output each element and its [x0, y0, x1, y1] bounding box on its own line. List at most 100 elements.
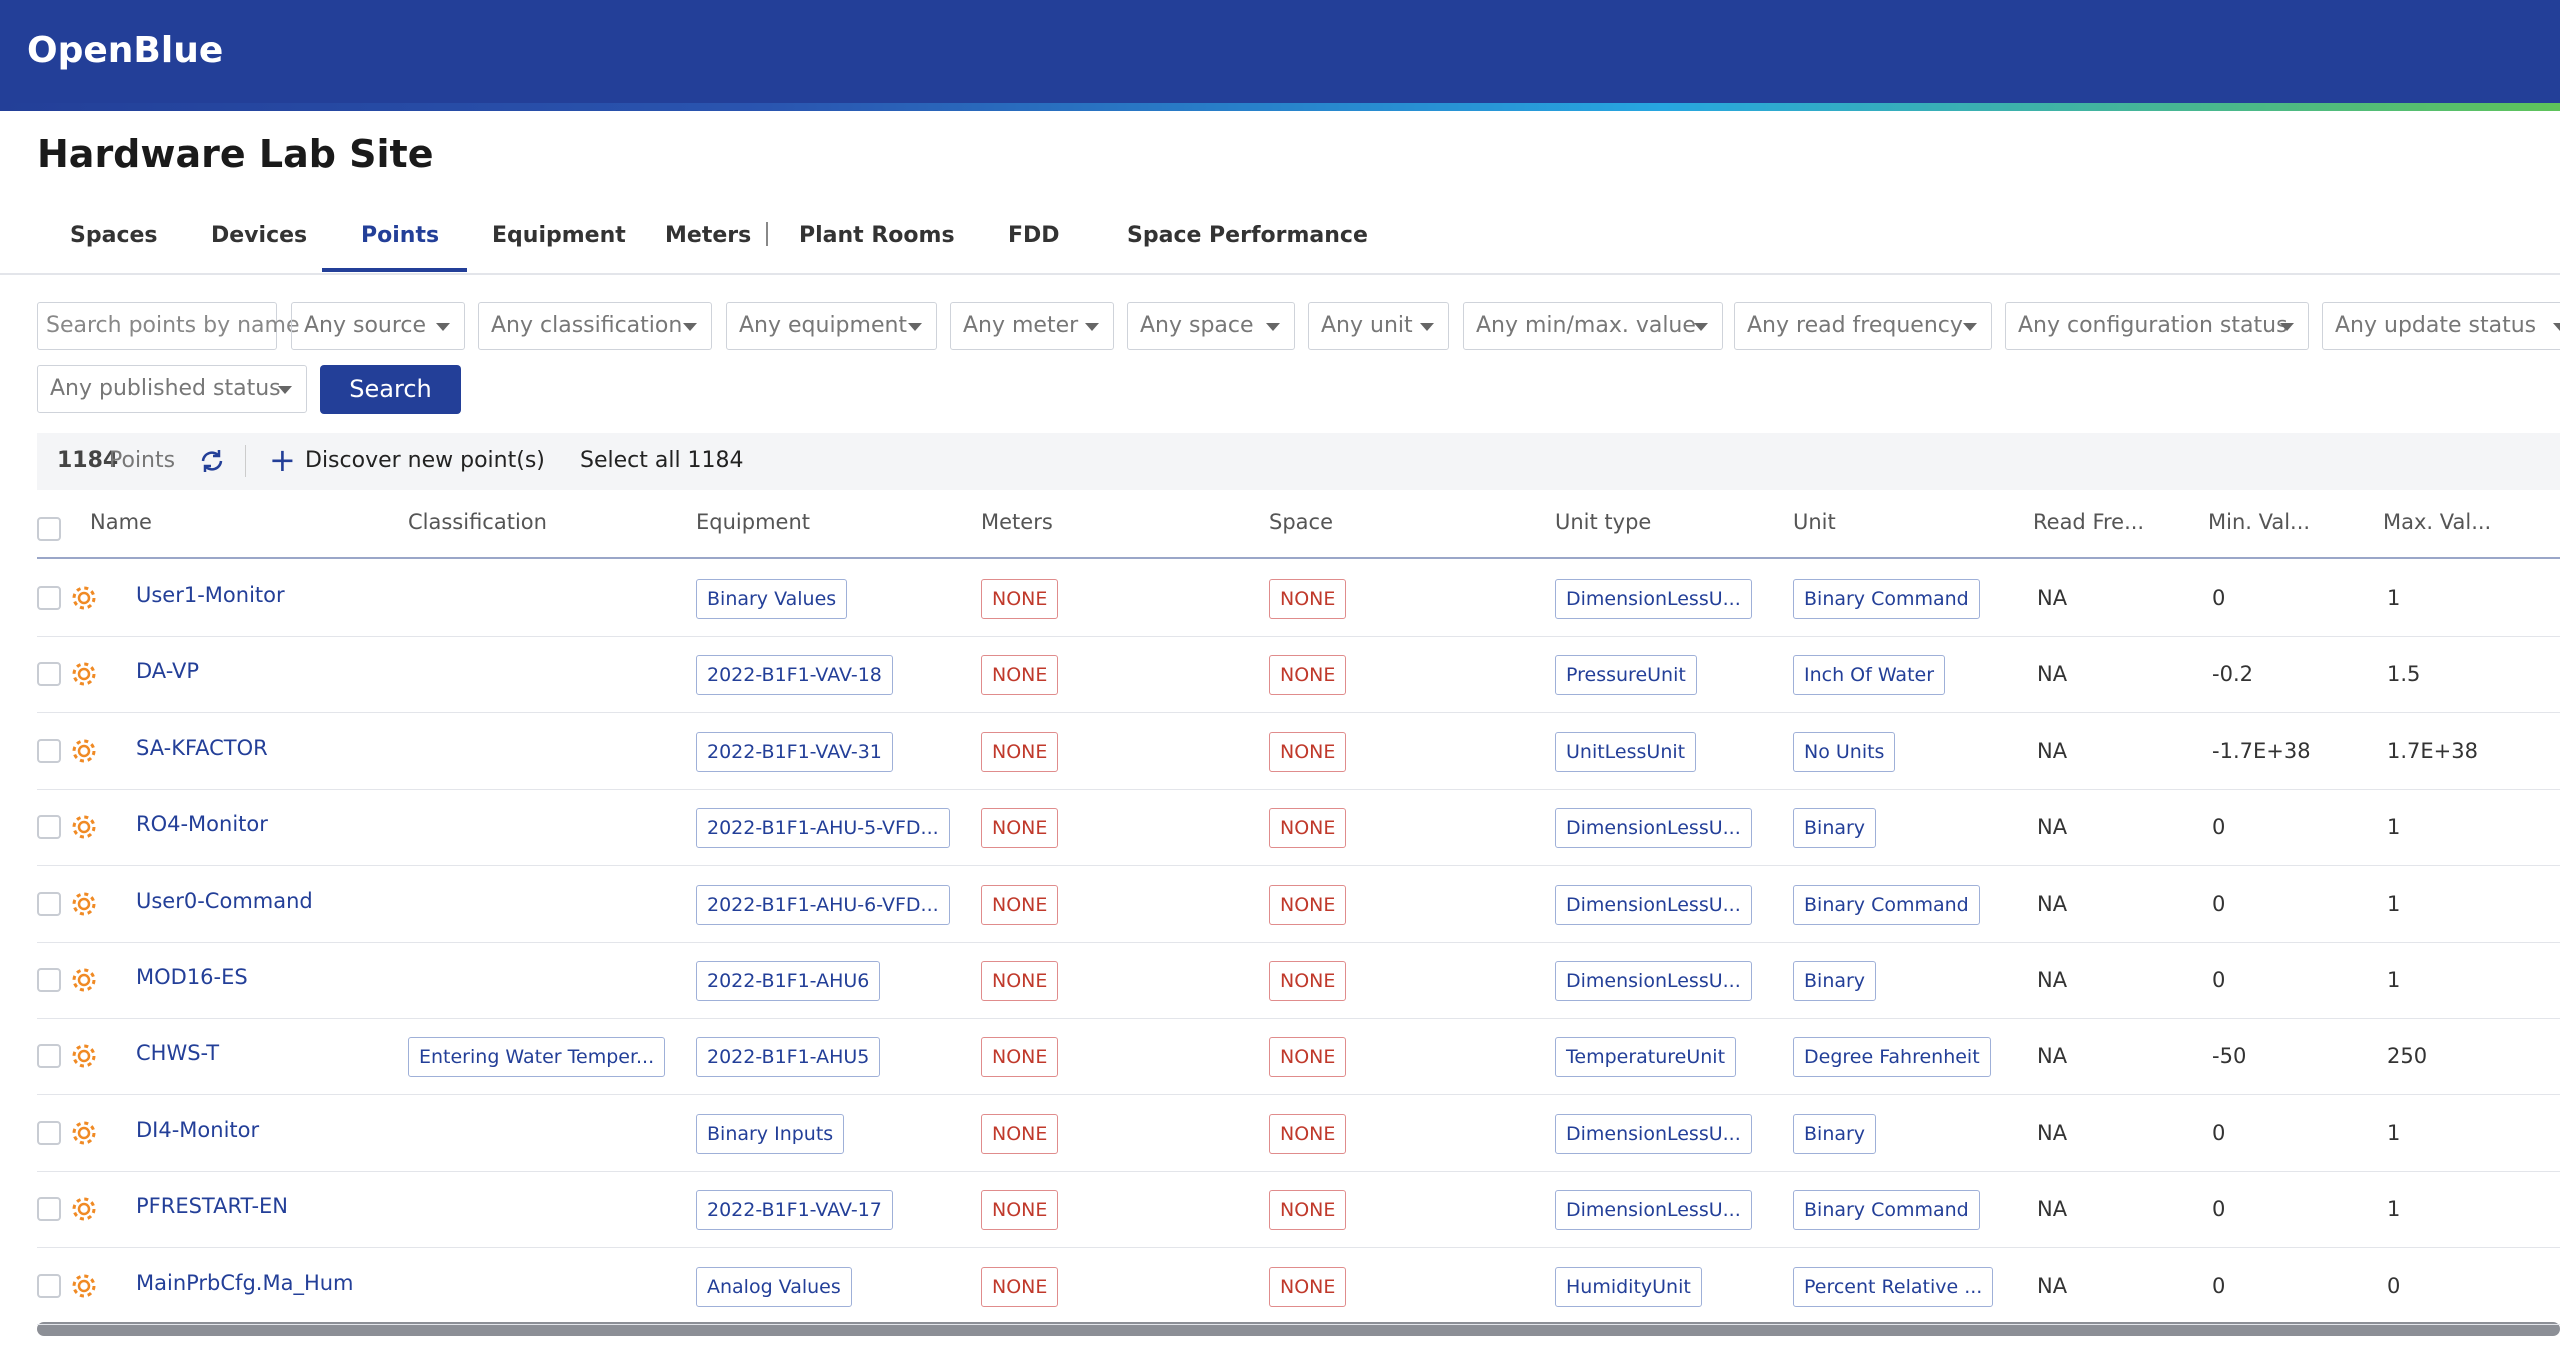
filter-dropdown[interactable]: Any source	[291, 302, 465, 350]
tab[interactable]: FDD	[1008, 223, 1060, 248]
point-name[interactable]: MainPrbCfg.Ma_Hum	[136, 1270, 354, 1295]
none-tag[interactable]: NONE	[981, 579, 1059, 619]
none-tag[interactable]: NONE	[981, 655, 1059, 696]
value-tag[interactable]: Degree Fahrenheit	[1793, 1037, 1991, 1078]
point-name[interactable]: User1-Monitor	[136, 583, 285, 607]
value-tag[interactable]: 2022-B1F1-AHU-5-VFD...	[696, 808, 950, 849]
value-tag[interactable]: Percent Relative ...	[1793, 1266, 1994, 1307]
filter-dropdown[interactable]: Any meter	[950, 302, 1114, 350]
tab[interactable]: Devices	[211, 223, 308, 248]
row-checkbox[interactable]	[37, 815, 61, 840]
column-header[interactable]: Max. Val...	[2383, 510, 2492, 534]
filter-dropdown[interactable]: Any update status	[2322, 302, 2560, 350]
search-input[interactable]: Search points by name	[37, 302, 300, 350]
filter-dropdown[interactable]: Any min/max. value	[1463, 302, 1723, 350]
value-tag[interactable]: Inch Of Water	[1793, 655, 1946, 696]
column-header[interactable]: Meters	[981, 510, 1053, 534]
none-tag[interactable]: NONE	[1269, 1190, 1347, 1231]
plus-icon[interactable]: +	[269, 441, 296, 479]
value-tag[interactable]: Binary Inputs	[696, 1113, 845, 1154]
discover-button[interactable]: Discover new point(s)	[305, 448, 545, 473]
none-tag[interactable]: NONE	[1269, 961, 1347, 1001]
value-tag[interactable]: DimensionLessU...	[1555, 808, 1752, 849]
none-tag[interactable]: NONE	[981, 961, 1059, 1001]
row-checkbox[interactable]	[37, 738, 61, 763]
column-header[interactable]: Min. Val...	[2208, 510, 2311, 534]
row-checkbox[interactable]	[37, 1273, 61, 1298]
point-name[interactable]: MOD16-ES	[136, 965, 248, 989]
row-checkbox[interactable]	[37, 1044, 61, 1069]
value-tag[interactable]: Binary Command	[1793, 1190, 1980, 1231]
none-tag[interactable]: NONE	[1269, 1113, 1347, 1154]
none-tag[interactable]: NONE	[981, 884, 1059, 925]
column-header[interactable]: Space	[1269, 510, 1333, 534]
brand[interactable]: OpenBlue	[27, 30, 224, 71]
column-header[interactable]: Read Fre...	[2033, 510, 2145, 534]
filter-dropdown[interactable]: Any published status	[37, 365, 307, 413]
none-tag[interactable]: NONE	[1269, 731, 1347, 772]
select-all[interactable]: Select all 1184	[580, 448, 744, 473]
tab[interactable]: Equipment	[492, 223, 626, 248]
point-name[interactable]: PFRESTART-EN	[136, 1194, 289, 1219]
row-checkbox[interactable]	[37, 968, 61, 992]
tab[interactable]: Spaces	[70, 223, 158, 248]
none-tag[interactable]: NONE	[1269, 655, 1347, 696]
point-name[interactable]: User0-Command	[136, 888, 313, 913]
value-tag[interactable]: Binary Command	[1793, 579, 1980, 619]
point-name[interactable]: CHWS-T	[136, 1041, 220, 1066]
row-checkbox[interactable]	[37, 1120, 61, 1145]
row-checkbox[interactable]	[37, 1197, 61, 1222]
filter-dropdown[interactable]: Any space	[1127, 302, 1295, 350]
column-header[interactable]: Classification	[408, 510, 547, 534]
none-tag[interactable]: NONE	[1269, 808, 1347, 849]
value-tag[interactable]: Binary	[1793, 961, 1877, 1001]
none-tag[interactable]: NONE	[1269, 884, 1347, 925]
point-name[interactable]: DA-VP	[136, 659, 200, 684]
value-tag[interactable]: Binary	[1793, 808, 1877, 849]
refresh-icon[interactable]	[197, 446, 227, 476]
row-checkbox[interactable]	[37, 891, 61, 916]
filter-dropdown[interactable]: Any classification	[478, 302, 712, 350]
point-name[interactable]: RO4-Monitor	[136, 812, 268, 837]
column-header[interactable]: Name	[90, 510, 152, 534]
header-checkbox[interactable]	[37, 517, 61, 541]
value-tag[interactable]: UnitLessUnit	[1555, 731, 1697, 772]
row-checkbox[interactable]	[37, 586, 61, 610]
value-tag[interactable]: Binary Command	[1793, 884, 1980, 925]
value-tag[interactable]: Binary Values	[696, 579, 848, 619]
filter-dropdown[interactable]: Any configuration status	[2005, 302, 2309, 350]
value-tag[interactable]: Binary	[1793, 1113, 1877, 1154]
none-tag[interactable]: NONE	[1269, 1266, 1347, 1307]
value-tag[interactable]: DimensionLessU...	[1555, 884, 1752, 925]
value-tag[interactable]: 2022-B1F1-AHU6	[696, 961, 881, 1001]
none-tag[interactable]: NONE	[1269, 1037, 1347, 1078]
value-tag[interactable]: TemperatureUnit	[1555, 1037, 1737, 1078]
none-tag[interactable]: NONE	[981, 1266, 1059, 1307]
point-name[interactable]: SA-KFACTOR	[136, 735, 268, 760]
value-tag[interactable]: DimensionLessU...	[1555, 1190, 1752, 1231]
value-tag[interactable]: DimensionLessU...	[1555, 961, 1752, 1001]
row-checkbox[interactable]	[37, 662, 61, 687]
none-tag[interactable]: NONE	[981, 731, 1059, 772]
tab[interactable]: Meters	[665, 223, 752, 248]
value-tag[interactable]: 2022-B1F1-VAV-31	[696, 731, 893, 772]
value-tag[interactable]: 2022-B1F1-AHU-6-VFD...	[696, 884, 950, 925]
none-tag[interactable]: NONE	[981, 808, 1059, 849]
value-tag[interactable]: Entering Water Temper...	[408, 1037, 666, 1078]
column-header[interactable]: Unit type	[1555, 510, 1652, 534]
search-button[interactable]: Search	[320, 365, 461, 414]
value-tag[interactable]: PressureUnit	[1555, 655, 1697, 696]
value-tag[interactable]: 2022-B1F1-VAV-17	[696, 1190, 893, 1231]
tab[interactable]: Space Performance	[1127, 223, 1368, 248]
filter-dropdown[interactable]: Any unit	[1308, 302, 1449, 350]
value-tag[interactable]: DimensionLessU...	[1555, 1113, 1752, 1154]
none-tag[interactable]: NONE	[981, 1190, 1059, 1231]
tab[interactable]: Points	[361, 223, 440, 248]
value-tag[interactable]: DimensionLessU...	[1555, 579, 1752, 619]
scrollbar[interactable]	[37, 1322, 2560, 1336]
none-tag[interactable]: NONE	[981, 1037, 1059, 1078]
value-tag[interactable]: 2022-B1F1-VAV-18	[696, 655, 893, 696]
filter-dropdown[interactable]: Any equipment	[726, 302, 937, 350]
value-tag[interactable]: HumidityUnit	[1555, 1266, 1702, 1307]
value-tag[interactable]: 2022-B1F1-AHU5	[696, 1037, 881, 1078]
